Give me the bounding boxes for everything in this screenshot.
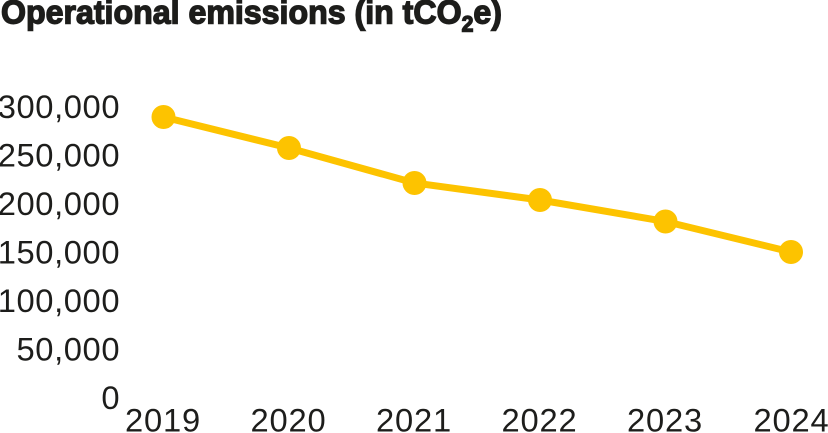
svg-text:2020: 2020 — [251, 401, 327, 433]
svg-text:150,000: 150,000 — [0, 234, 120, 271]
svg-text:200,000: 200,000 — [0, 185, 120, 222]
svg-text:2024: 2024 — [754, 401, 828, 433]
svg-text:2021: 2021 — [376, 401, 452, 433]
svg-text:250,000: 250,000 — [0, 137, 120, 174]
svg-text:2023: 2023 — [627, 401, 703, 433]
svg-text:50,000: 50,000 — [17, 331, 121, 368]
svg-text:Operational emissions (in tCO2: Operational emissions (in tCO2e) — [1, 0, 502, 37]
svg-text:300,000: 300,000 — [0, 88, 120, 125]
svg-text:0: 0 — [101, 379, 120, 416]
svg-text:100,000: 100,000 — [0, 282, 120, 319]
svg-text:2022: 2022 — [502, 401, 578, 433]
svg-text:2019: 2019 — [125, 401, 201, 433]
